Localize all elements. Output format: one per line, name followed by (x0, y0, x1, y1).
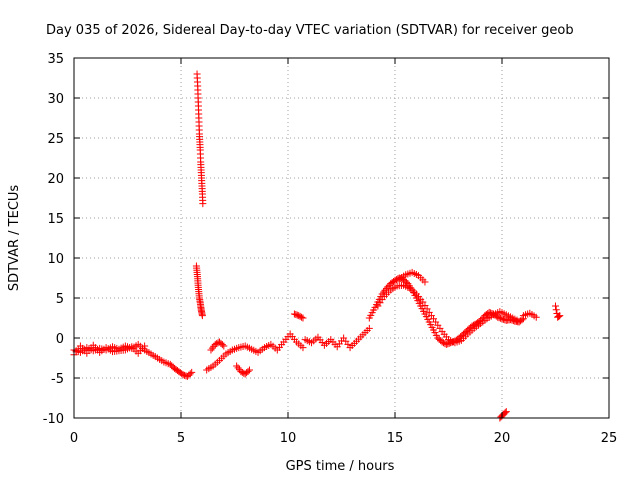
data-point (199, 200, 207, 208)
y-tick-label: 0 (56, 332, 64, 347)
y-tick-label: 35 (47, 52, 64, 67)
data-point (440, 339, 448, 347)
y-tick-label: 15 (47, 212, 64, 227)
data-point (293, 311, 301, 319)
x-tick-label: 5 (177, 431, 185, 446)
data-point (421, 278, 429, 286)
data-point (552, 306, 560, 314)
x-tick-label: 0 (70, 431, 78, 446)
data-point (382, 284, 390, 292)
plot-frame (73, 57, 610, 419)
y-tick-label: 5 (56, 292, 64, 307)
x-tick-label: 15 (387, 431, 404, 446)
data-point (240, 369, 248, 377)
data-point (498, 315, 506, 323)
data-point (218, 341, 226, 349)
data-point (141, 342, 149, 350)
data-point (442, 340, 450, 348)
data-point (499, 315, 507, 323)
chart-title: Day 035 of 2026, Sidereal Day-to-day VTE… (46, 23, 574, 38)
data-point (296, 312, 304, 320)
data-point (391, 276, 399, 284)
y-tick-label: 20 (47, 172, 64, 187)
data-point (365, 324, 373, 332)
data-point (198, 312, 206, 320)
data-point (299, 314, 307, 322)
y-axis-label: SDTVAR / TECUs (7, 185, 22, 292)
data-point (178, 370, 186, 378)
axis-ticks: 0 5 10 15 20 25 -10 -5 0 5 10 15 20 25 30 35 (43, 52, 618, 446)
data-point (237, 368, 245, 376)
data-point (244, 367, 252, 375)
data-point (392, 276, 400, 284)
data-point (444, 340, 452, 348)
data-point (552, 302, 559, 310)
data-point (554, 313, 562, 321)
data-point (501, 409, 509, 417)
y-tick-label: 10 (47, 252, 64, 267)
data-point (495, 314, 503, 322)
data-point (532, 313, 540, 321)
y-tick-label: 30 (47, 92, 64, 107)
data-point (182, 372, 190, 380)
data-point (497, 314, 505, 322)
data-point (384, 283, 392, 291)
data-point (292, 311, 300, 319)
x-tick-label: 25 (601, 431, 618, 446)
y-tick-label: 25 (47, 132, 64, 147)
data-point (186, 370, 194, 378)
data-point (214, 339, 222, 347)
data-point (299, 344, 307, 352)
data-point (298, 313, 306, 321)
x-axis-label: GPS time / hours (286, 459, 395, 474)
data-point (188, 368, 196, 376)
grid-lines (74, 58, 609, 418)
data-point (211, 340, 219, 348)
x-tick-label: 20 (494, 431, 511, 446)
y-tick-label: -5 (51, 372, 64, 387)
data-point (502, 408, 510, 416)
x-tick-label: 10 (280, 431, 297, 446)
y-tick-label: -10 (43, 412, 64, 427)
data-points (70, 70, 564, 422)
data-point (556, 312, 564, 320)
data-point (295, 312, 303, 320)
data-point (438, 338, 446, 346)
data-point (515, 317, 523, 325)
data-point (402, 278, 410, 286)
data-point (245, 366, 253, 374)
data-point (220, 342, 228, 350)
data-point (290, 310, 298, 318)
data-point (555, 312, 563, 320)
